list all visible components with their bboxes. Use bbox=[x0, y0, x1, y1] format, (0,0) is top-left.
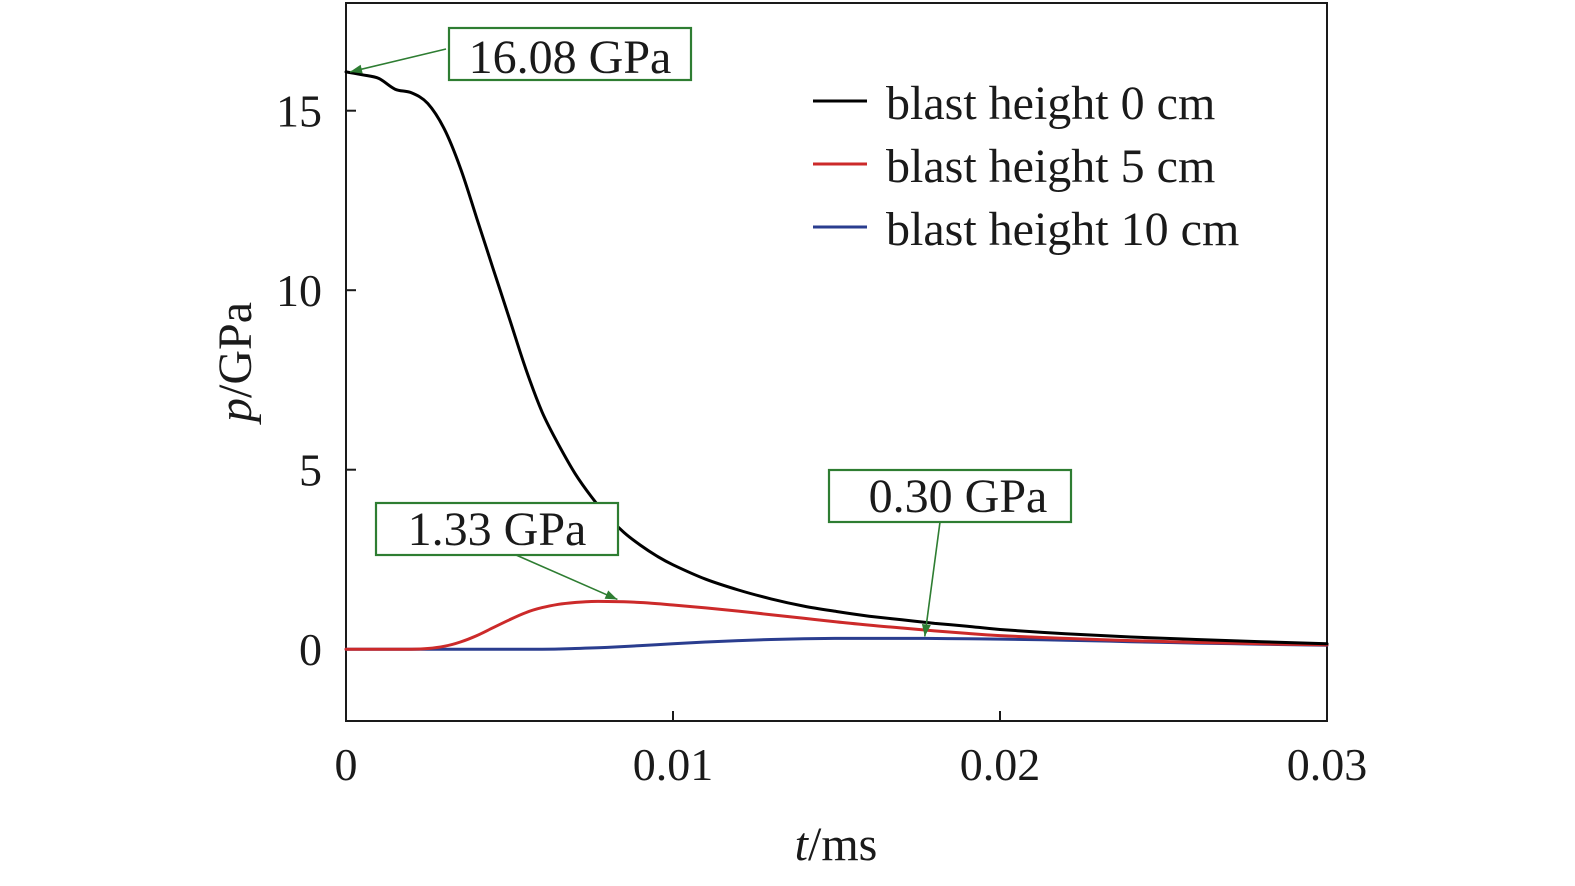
annotation-arrow-line bbox=[515, 554, 618, 601]
x-tick-label: 0 bbox=[335, 739, 358, 790]
y-tick-label: 15 bbox=[276, 86, 322, 137]
annotation-arrow-head bbox=[921, 623, 931, 637]
annotation-box bbox=[447, 26, 693, 82]
x-tick-label: 0.02 bbox=[960, 739, 1041, 790]
annotation-box bbox=[374, 501, 620, 557]
x-tick-label: 0.03 bbox=[1287, 739, 1368, 790]
legend-label: blast height 5 cm bbox=[886, 140, 1215, 193]
annotation-arrow-line bbox=[349, 48, 447, 73]
plot-frame bbox=[345, 2, 1328, 722]
x-axis-ticks: 0 0.01 0.02 0.03 bbox=[335, 711, 1368, 790]
y-axis-label-unit: /GPa bbox=[209, 302, 262, 398]
annotation-arrow-head bbox=[350, 64, 363, 74]
y-tick-label: 10 bbox=[276, 265, 322, 316]
series-layer bbox=[344, 70, 1329, 651]
legend: blast height 0 cm blast height 5 cm blast … bbox=[813, 77, 1239, 256]
annotation-arrow-line bbox=[923, 521, 941, 637]
annotation: 1.33 GPa bbox=[374, 501, 620, 601]
y-axis-label: p/GPa bbox=[209, 302, 262, 425]
y-tick-label: 5 bbox=[299, 445, 322, 496]
annotation: 0.30 GPa bbox=[827, 468, 1073, 637]
x-axis-label: t/ms bbox=[795, 818, 878, 871]
x-axis-label-unit: /ms bbox=[808, 818, 877, 871]
y-axis-ticks: 0 5 10 15 bbox=[276, 86, 356, 675]
legend-label: blast height 0 cm bbox=[886, 77, 1215, 130]
annotation-label: 16.08 GPa bbox=[469, 31, 672, 84]
x-tick-label: 0.01 bbox=[633, 739, 714, 790]
annotation-arrow-head bbox=[604, 590, 618, 600]
x-axis-label-var: t bbox=[795, 818, 810, 871]
annotation: 16.08 GPa bbox=[349, 26, 693, 84]
y-axis-label-var: p bbox=[209, 398, 262, 425]
legend-label: blast height 10 cm bbox=[886, 203, 1239, 256]
annotation-layer: 16.08 GPa 1.33 GPa 0.30 GPa bbox=[349, 26, 1073, 637]
legend-item: blast height 5 cm bbox=[813, 140, 1215, 193]
annotation-box bbox=[827, 468, 1073, 524]
legend-item: blast height 0 cm bbox=[813, 77, 1215, 130]
series-line bbox=[344, 70, 1329, 646]
annotation-label: 0.30 GPa bbox=[869, 470, 1048, 523]
legend-item: blast height 10 cm bbox=[813, 203, 1239, 256]
y-tick-label: 0 bbox=[299, 624, 322, 675]
annotation-label: 1.33 GPa bbox=[408, 503, 587, 556]
series-line bbox=[344, 599, 1329, 651]
